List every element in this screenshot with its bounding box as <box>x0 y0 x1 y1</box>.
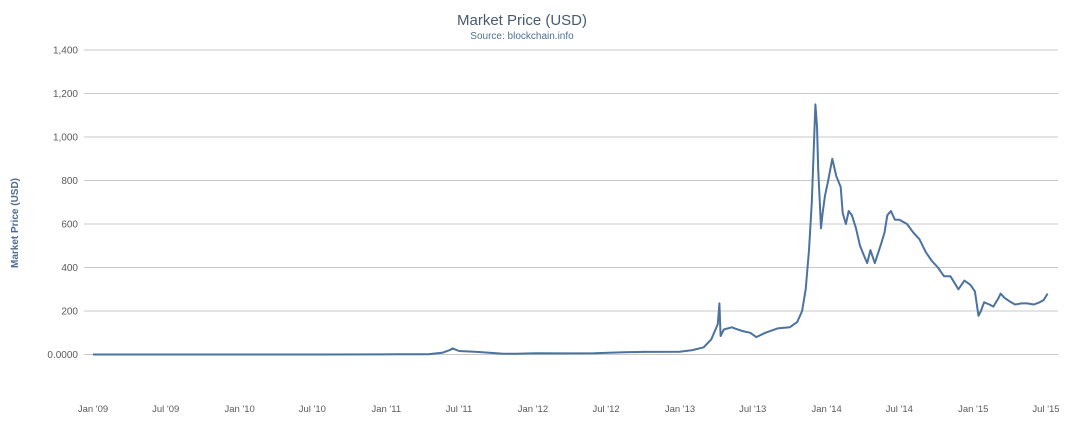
x-tick-label: Jul '10 <box>299 404 326 415</box>
y-tick-label: 0.0000 <box>47 350 78 361</box>
x-tick-label: Jul '09 <box>152 404 179 415</box>
y-tick-label: 1,000 <box>53 133 78 144</box>
x-tick-label: Jan '09 <box>78 404 108 415</box>
x-tick-label: Jul '13 <box>739 404 766 415</box>
x-tick-label: Jul '12 <box>592 404 619 415</box>
chart-subtitle: Source: blockchain.info <box>470 31 574 42</box>
y-tick-label: 1,200 <box>53 89 78 100</box>
y-axis-label: Market Price (USD) <box>10 178 21 268</box>
x-axis-ticks: Jan '09 Jul '09 Jan '10 Jul '10 Jan '11 Jul '… <box>78 404 1060 415</box>
x-tick-label: Jan '13 <box>665 404 695 415</box>
y-tick-label: 400 <box>61 263 78 274</box>
gridlines <box>84 49 1058 355</box>
x-tick-label: Jan '12 <box>518 404 548 415</box>
y-tick-label: 600 <box>61 220 78 231</box>
y-tick-label: 1,400 <box>53 46 78 57</box>
series-layer <box>93 103 1049 356</box>
chart-title: Market Price (USD) <box>457 12 587 29</box>
y-tick-label: 200 <box>61 307 78 318</box>
price-series-line <box>93 103 1049 356</box>
x-tick-label: Jan '11 <box>371 404 401 415</box>
x-tick-label: Jul '11 <box>446 404 472 415</box>
x-tick-label: Jan '15 <box>958 404 988 415</box>
y-axis-ticks: 1,400 1,200 1,000 800 600 400 200 0.0000 <box>47 46 78 362</box>
x-tick-label: Jan '14 <box>811 404 841 415</box>
x-tick-label: Jan '10 <box>224 404 254 415</box>
y-tick-label: 800 <box>61 176 78 187</box>
x-tick-label: Jul '14 <box>886 404 913 415</box>
x-tick-label: Jul '15 <box>1032 404 1059 415</box>
